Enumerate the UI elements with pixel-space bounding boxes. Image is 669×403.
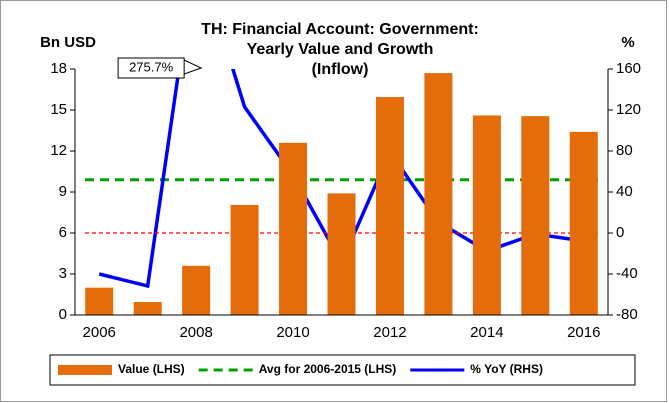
x-tick-label: 2008 <box>179 324 212 341</box>
bar <box>521 116 550 316</box>
bar <box>133 302 162 315</box>
y2-tick-label: 80 <box>616 142 633 159</box>
y-tick-label: 9 <box>59 183 67 200</box>
x-tick-label: 2010 <box>276 324 309 341</box>
y-tick-label: 18 <box>50 60 67 77</box>
chart-title: (Inflow) <box>312 61 369 78</box>
legend-label: Avg for 2006-2015 (LHS) <box>259 362 397 376</box>
x-tick-label: 2016 <box>567 324 600 341</box>
y-tick-label: 15 <box>50 101 67 118</box>
bar <box>85 287 114 315</box>
y2-tick-label: 0 <box>616 224 624 241</box>
callout-box <box>117 57 185 79</box>
bar <box>375 97 404 316</box>
y2-axis-label: % <box>621 34 634 51</box>
bar <box>182 265 211 315</box>
callout-pointer <box>183 59 203 75</box>
legend-swatch <box>58 365 112 375</box>
y2-tick-label: 160 <box>616 60 641 77</box>
legend-label: % YoY (RHS) <box>470 362 543 376</box>
y-tick-label: 12 <box>50 142 67 159</box>
x-tick-label: 2014 <box>470 324 503 341</box>
bar <box>279 142 308 315</box>
legend-label: Value (LHS) <box>118 362 185 376</box>
y-tick-label: 3 <box>59 265 67 282</box>
x-tick-label: 2006 <box>83 324 116 341</box>
y-tick-label: 6 <box>59 224 67 241</box>
bar <box>230 204 259 315</box>
chart-title: TH: Financial Account: Government: <box>201 21 479 38</box>
x-tick-label: 2012 <box>373 324 406 341</box>
y2-tick-label: -40 <box>616 265 638 282</box>
bar <box>472 115 501 315</box>
bar <box>424 73 453 315</box>
bar <box>327 193 356 315</box>
legend-box <box>49 354 636 386</box>
y2-tick-label: 40 <box>616 183 633 200</box>
value-label: 275.7% <box>129 59 174 74</box>
bar <box>569 131 598 315</box>
chart-title: Yearly Value and Growth <box>247 41 434 58</box>
y2-tick-label: 120 <box>616 101 641 118</box>
y-tick-label: 0 <box>59 306 67 323</box>
y2-tick-label: -80 <box>616 306 638 323</box>
y-axis-label: Bn USD <box>40 34 96 51</box>
